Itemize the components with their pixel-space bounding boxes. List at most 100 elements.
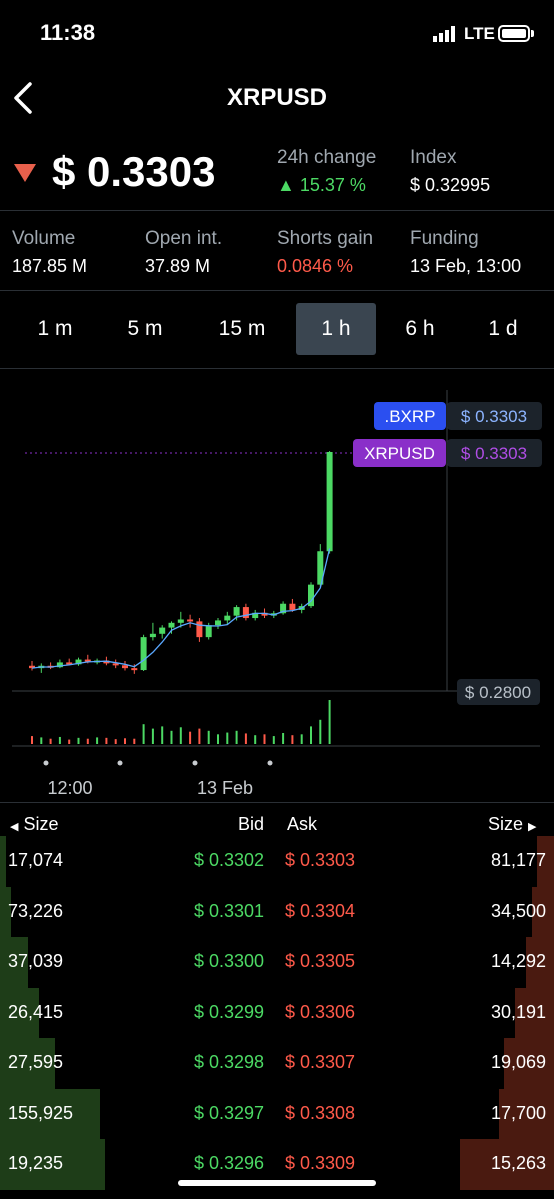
orderbook-row[interactable]: 19,235 $ 0.3296 $ 0.3309 15,263 bbox=[0, 1139, 554, 1190]
bid-depth-bar bbox=[0, 836, 6, 887]
caret-right-icon: ▶ bbox=[528, 821, 537, 833]
signal-icon bbox=[433, 26, 455, 42]
page-title: XRPUSD bbox=[226, 84, 328, 111]
x-axis-dot bbox=[117, 760, 123, 766]
volume-bar bbox=[319, 719, 322, 744]
candle-body bbox=[56, 662, 63, 668]
ask-price: $ 0.3303 bbox=[285, 850, 356, 870]
price-tag-value-box bbox=[447, 402, 542, 430]
volume-bar bbox=[244, 733, 247, 744]
divider bbox=[0, 290, 554, 291]
tab-15m[interactable]: 15 m bbox=[218, 317, 266, 340]
volume-bar bbox=[133, 738, 136, 744]
last-price: $ 0.3303 bbox=[52, 148, 216, 195]
x-axis-label: 12:00 bbox=[47, 778, 92, 798]
orderbook-row[interactable]: 26,415 $ 0.3299 $ 0.3306 30,191 bbox=[0, 987, 554, 1038]
ask-depth-bar bbox=[460, 1139, 554, 1190]
x-axis-dot bbox=[43, 760, 49, 766]
orderbook-row[interactable]: 37,039 $ 0.3300 $ 0.3305 14,292 bbox=[0, 937, 554, 988]
candle-body bbox=[112, 663, 119, 666]
volume-bar bbox=[291, 735, 294, 744]
candle-body bbox=[215, 620, 221, 626]
orderbook-row[interactable]: 27,595 $ 0.3298 $ 0.3307 19,069 bbox=[0, 1038, 554, 1089]
tab-6h[interactable]: 6 h bbox=[405, 317, 435, 340]
ask-size: 34,500 bbox=[490, 900, 546, 921]
stat-label-24h-change: 24h change bbox=[277, 147, 377, 168]
candle-body bbox=[131, 668, 138, 671]
volume-bar bbox=[300, 734, 303, 744]
candle-body bbox=[140, 637, 147, 671]
volume-bar bbox=[58, 736, 61, 744]
ask-price: $ 0.3308 bbox=[285, 1102, 356, 1123]
volume-bar bbox=[31, 736, 33, 744]
ask-price: $ 0.3307 bbox=[285, 1052, 356, 1072]
candle-body bbox=[187, 619, 194, 622]
price-down-arrow-icon bbox=[14, 164, 36, 182]
ask-price: $ 0.3305 bbox=[285, 951, 356, 971]
low-price-tag: $ 0.2800 bbox=[465, 683, 531, 702]
candle-body bbox=[280, 603, 287, 614]
orderbook-size-right-header[interactable]: Size ▶ bbox=[488, 814, 537, 834]
volume-bar bbox=[96, 737, 99, 744]
ask-price: $ 0.3309 bbox=[285, 1153, 356, 1173]
bid-depth-bar bbox=[0, 1139, 105, 1190]
ask-size: 15,263 bbox=[490, 1153, 546, 1173]
low-price-tag-box bbox=[457, 679, 540, 705]
candle-body bbox=[205, 625, 212, 638]
orderbook-row[interactable]: 73,226 $ 0.3301 $ 0.3304 34,500 bbox=[0, 886, 554, 937]
volume-bar bbox=[207, 730, 210, 744]
bid-size: 73,226 bbox=[8, 900, 64, 921]
volume-bar bbox=[198, 728, 201, 744]
ask-depth-bar bbox=[515, 987, 554, 1038]
tab-1m[interactable]: 1 m bbox=[37, 317, 73, 340]
candle-body bbox=[103, 660, 110, 664]
stat-label-shorts-gain: Shorts gain bbox=[277, 228, 374, 249]
price-chart[interactable]: .BXRP $ 0.3303 XRPUSD $ 0.3303 $ 0.2800 12:0… bbox=[0, 370, 554, 800]
candle-body bbox=[252, 612, 259, 619]
candle-body bbox=[122, 665, 128, 669]
ask-depth-bar bbox=[526, 937, 554, 988]
volume-bar bbox=[40, 737, 43, 744]
bid-size: 27,595 bbox=[8, 1052, 64, 1072]
candle-body bbox=[326, 452, 333, 552]
divider bbox=[0, 802, 554, 803]
candle-body bbox=[317, 551, 324, 585]
x-axis-dot bbox=[267, 760, 273, 766]
tab-1d[interactable]: 1 d bbox=[488, 317, 518, 340]
tab-5m[interactable]: 5 m bbox=[127, 317, 163, 340]
orderbook-row[interactable]: 155,925 $ 0.3297 $ 0.3308 17,700 bbox=[0, 1088, 554, 1139]
stat-label-index: Index bbox=[410, 147, 457, 168]
bid-price: $ 0.3296 bbox=[194, 1153, 265, 1173]
bid-depth-bar bbox=[0, 886, 11, 937]
volume-bar bbox=[124, 738, 126, 744]
volume-bar bbox=[310, 726, 312, 744]
candle-body bbox=[84, 659, 91, 662]
back-chevron-icon[interactable] bbox=[10, 80, 40, 116]
stat-value-open-interest: 37.89 M bbox=[145, 256, 211, 276]
stat-label-funding: Funding bbox=[410, 228, 479, 249]
volume-bar bbox=[86, 738, 89, 744]
volume-bar bbox=[272, 736, 275, 744]
candle-body bbox=[66, 662, 73, 665]
orderbook-row[interactable]: 17,074 $ 0.3302 $ 0.3303 81,177 bbox=[0, 836, 554, 887]
ask-size: 19,069 bbox=[490, 1052, 546, 1072]
volume-bar bbox=[328, 700, 331, 744]
volume-bar bbox=[170, 730, 173, 744]
bid-size: 155,925 bbox=[8, 1102, 74, 1123]
ask-depth-bar bbox=[537, 836, 554, 887]
divider bbox=[0, 368, 554, 369]
candle-body bbox=[224, 615, 231, 621]
ask-depth-bar bbox=[504, 1038, 554, 1089]
bid-price: $ 0.3299 bbox=[194, 1001, 265, 1022]
volume-bar bbox=[151, 728, 154, 744]
volume-bar bbox=[161, 726, 164, 744]
volume-bar bbox=[235, 730, 238, 744]
candle-body bbox=[149, 633, 156, 638]
orderbook-ask-header: Ask bbox=[287, 814, 318, 834]
tab-1h[interactable]: 1 h bbox=[296, 303, 376, 355]
candle-body bbox=[308, 584, 314, 607]
candle-body bbox=[196, 621, 203, 638]
volume-bar bbox=[179, 727, 182, 744]
volume-bar bbox=[49, 738, 52, 744]
orderbook-size-left-header[interactable]: ◀ Size bbox=[10, 814, 59, 834]
